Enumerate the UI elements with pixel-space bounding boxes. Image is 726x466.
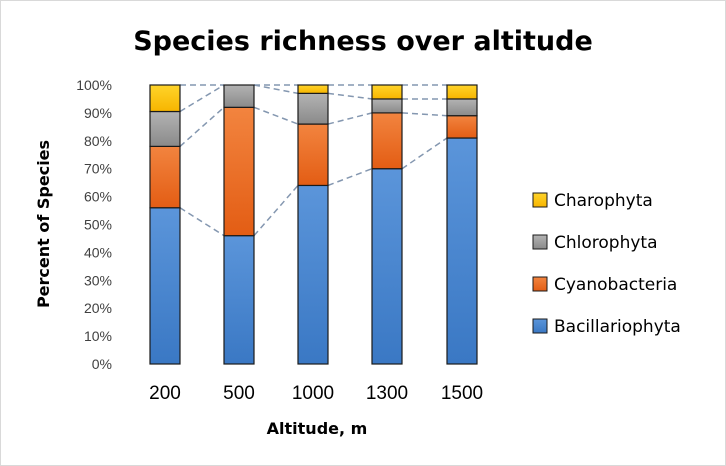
x-tick-label: 500 [223,383,255,404]
y-tick-label: 100% [76,77,112,93]
y-tick-label: 60% [84,189,112,205]
series-connector-line [327,167,373,187]
series-connector-line [179,207,225,237]
y-tick-label: 0% [92,356,112,372]
bar-segment [223,106,255,237]
y-tick-label: 70% [84,161,112,177]
series-connector-line [401,112,448,117]
bar-segment [149,145,181,209]
bar-segment [297,84,329,94]
legend-swatch [532,192,548,208]
bar-segment [223,84,255,108]
series-connector-line [179,106,225,147]
y-tick-label: 80% [84,133,112,149]
y-axis-title: Percent of Species [34,140,53,308]
series-connector-lines [179,84,448,237]
y-tick-label: 10% [84,328,112,344]
legend-swatch [532,318,548,334]
x-axis-title: Altitude, m [267,419,368,438]
y-axis-ticks: 0% 10% 20% 30% 40% 50% 60% 70% 80% 90% 100% [76,77,112,372]
bar-segment [371,168,403,365]
legend-label: Bacillariophyta [554,317,681,337]
bar-segment [446,115,478,139]
bar-segment [149,110,181,147]
bar-segment [297,123,329,187]
series-connector-line [253,106,299,125]
bar-segment [149,207,181,365]
bar-segment [297,92,329,125]
series-connector-line [327,92,373,100]
series-connector-line [253,84,299,95]
chart-title: Species richness over altitude [133,26,593,57]
series-connector-line [179,84,225,113]
bar-segment [446,84,478,100]
legend-label: Charophyta [554,191,653,211]
bar-segment [446,98,478,117]
legend-label: Cyanobacteria [554,275,677,295]
bar-segment [297,184,329,365]
x-axis-ticks: 200 500 1000 1300 1500 [149,383,483,404]
series-connector-line [401,137,448,170]
bar-segment [223,235,255,365]
bar-segment [446,137,478,365]
bar-segment [371,84,403,100]
series-connector-line [327,112,373,125]
bar-stacks [149,84,478,365]
legend-swatch [532,234,548,250]
bar-segment [149,84,181,113]
y-tick-label: 20% [84,300,112,316]
legend: Charophyta Chlorophyta Cyanobacteria Bacill… [532,191,681,337]
x-tick-label: 1500 [441,383,483,404]
series-connector-line [253,184,299,237]
legend-swatch [532,276,548,292]
bar-segment [371,112,403,170]
x-tick-label: 1300 [366,383,408,404]
y-tick-label: 40% [84,244,112,260]
legend-label: Chlorophyta [554,233,658,253]
x-tick-label: 1000 [292,383,334,404]
y-tick-label: 90% [84,105,112,121]
y-tick-label: 30% [84,272,112,288]
x-tick-label: 200 [149,383,181,404]
y-tick-label: 50% [84,217,112,233]
bar-segment [371,98,403,114]
